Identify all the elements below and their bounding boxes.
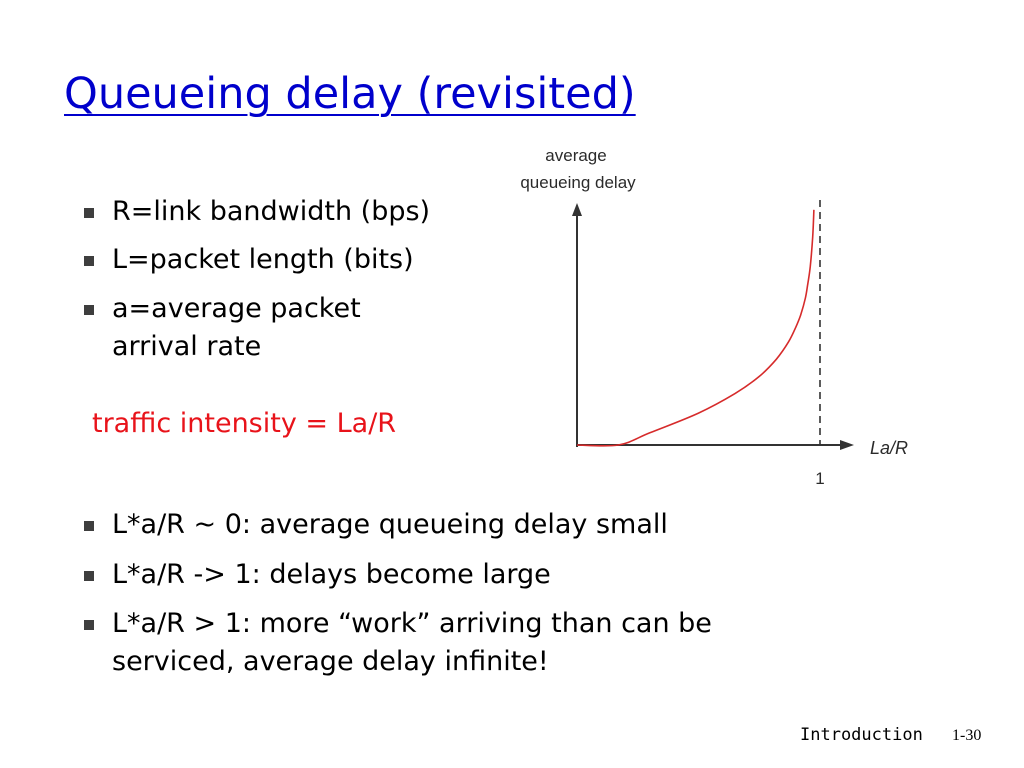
y-axis-arrow-icon — [572, 203, 582, 216]
bullet-over-one-intensity: L*a/R > 1: more “work” arriving than can… — [84, 605, 712, 681]
y-axis-label: average queueing delay — [520, 146, 636, 192]
bullet-low-intensity: L*a/R ~ 0: average queueing delay small — [84, 506, 668, 544]
queueing-delay-chart: average queueing delay La/R 1 — [520, 146, 908, 488]
square-bullet-icon — [84, 571, 94, 581]
delay-curve-series — [576, 209, 815, 447]
square-bullet-icon — [84, 620, 94, 630]
footer-section-label: Introduction — [800, 725, 923, 745]
bullet-link-bandwidth: R=link bandwidth (bps) — [84, 193, 431, 231]
x-axis-arrow-icon — [840, 440, 854, 450]
square-bullet-icon — [84, 256, 94, 266]
y-axis-label-line-1: average — [545, 146, 606, 165]
square-bullet-icon — [84, 208, 94, 218]
bullet-text: L*a/R ~ 0: average queueing delay small — [112, 509, 668, 540]
bullet-packet-length: L=packet length (bits) — [84, 241, 414, 279]
traffic-intensity-callout: traffic intensity = La/R — [92, 408, 397, 439]
bullet-text-line: serviced, average delay infinite! — [112, 646, 549, 677]
square-bullet-icon — [84, 521, 94, 531]
bullet-text-line: a=average packet — [112, 293, 361, 324]
bullet-text-line: L*a/R > 1: more “work” arriving than can… — [112, 608, 712, 639]
y-axis-label-line-2: queueing delay — [520, 173, 636, 192]
bullet-text-line: arrival rate — [112, 331, 262, 362]
x-axis-label: La/R — [870, 438, 908, 458]
bullet-near-one-intensity: L*a/R -> 1: delays become large — [84, 556, 551, 594]
square-bullet-icon — [84, 305, 94, 315]
bullet-text: L*a/R -> 1: delays become large — [112, 559, 551, 590]
slide-title: Queueing delay (revisited) — [64, 69, 636, 119]
x-tick-label-1: 1 — [815, 469, 824, 488]
page-number: 1-30 — [952, 727, 982, 744]
bullet-arrival-rate: a=average packet arrival rate — [84, 290, 361, 366]
bullet-text: R=link bandwidth (bps) — [112, 196, 431, 227]
bullet-text: L=packet length (bits) — [112, 244, 414, 275]
